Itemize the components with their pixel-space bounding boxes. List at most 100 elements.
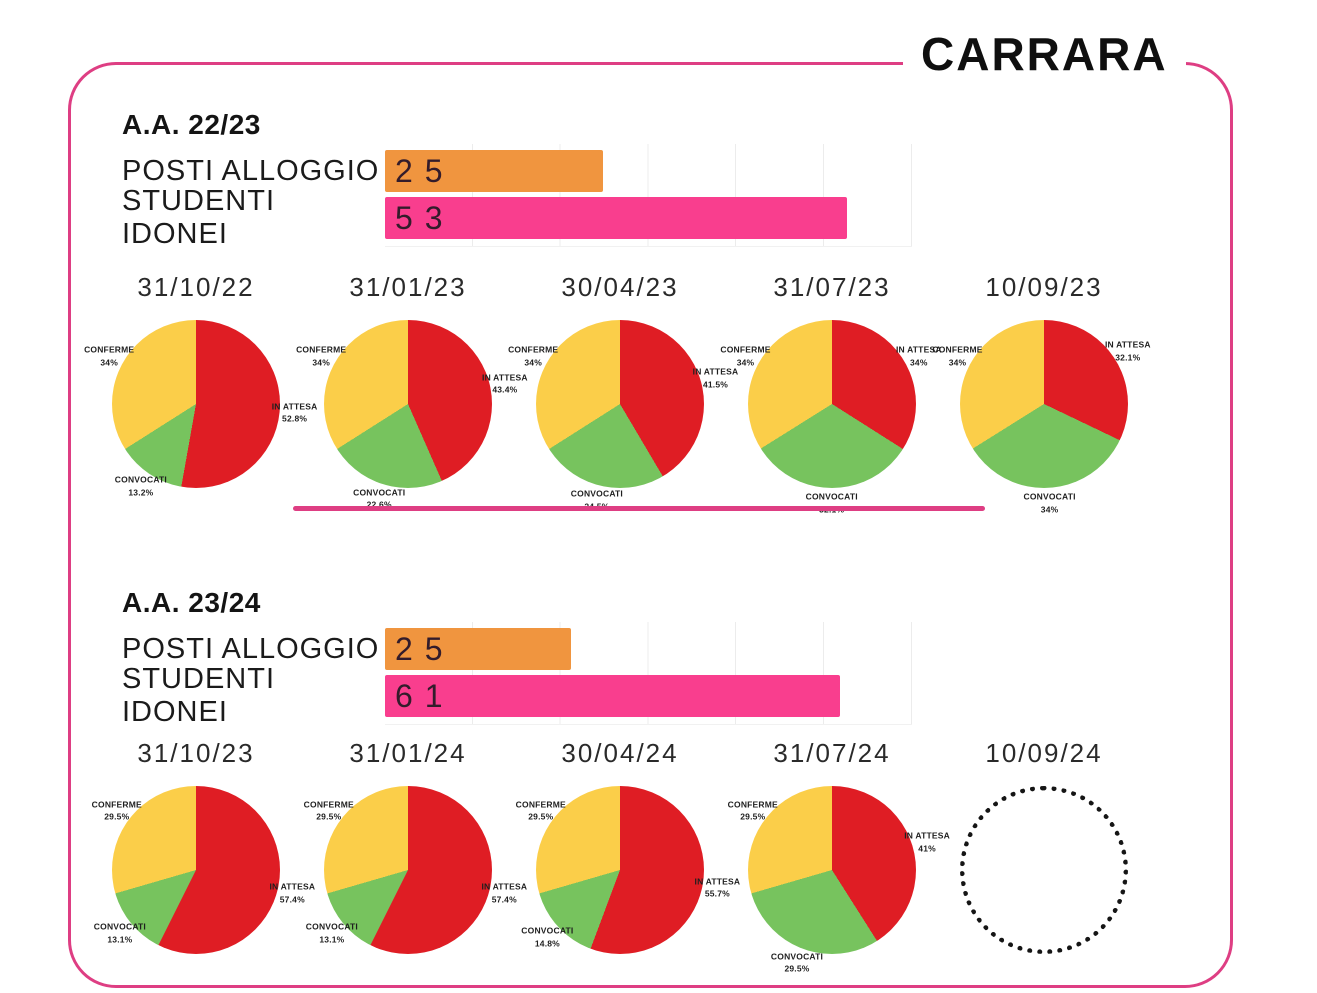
bar-track-posti-alloggio: 25 xyxy=(385,628,912,670)
pie-slice-label-convocati: CONVOCATI 14.8% xyxy=(521,925,573,951)
bar-posti-alloggio: 25 xyxy=(385,628,572,670)
pie-title-31-10-23: 31/10/23 xyxy=(137,738,255,768)
pie-title-10-09-23: 10/09/23 xyxy=(985,272,1103,302)
pie-slice-name: CONFERME xyxy=(296,344,347,355)
empty-pie-placeholder xyxy=(960,786,1128,954)
pie-chart-31-10-22: 31/10/22 IN ATTESA 52.8% CONVOCATI 13.2% CONF… xyxy=(84,272,317,502)
pie-slice-percent: 14.8% xyxy=(534,938,560,949)
pie-title-30-04-23: 30/04/23 xyxy=(561,272,679,302)
pie-slice-name: CONVOCATI xyxy=(93,921,146,932)
pie-area-10-09-23: IN ATTESA 32.1% CONVOCATI 34% CONFERME 34% xyxy=(932,320,1151,514)
pie-slice-name: IN ATTESA xyxy=(694,875,741,886)
pie-slice-name: IN ATTESA xyxy=(895,344,942,355)
pie-slice-label-in-attesa: IN ATTESA 41.5% xyxy=(693,365,739,391)
pie-slice-percent: 29.5% xyxy=(316,811,342,822)
pie-title-30-04-24: 30/04/24 xyxy=(561,738,679,768)
pie-slice-label-convocati: CONVOCATI32.1% xyxy=(806,490,858,516)
pie-slice-name: IN ATTESA xyxy=(481,881,528,892)
bar-value-studenti-idonei: 53 xyxy=(395,199,455,236)
pie-slice-percent: 32.1% xyxy=(1115,352,1141,363)
pie-slice-percent: 34% xyxy=(524,357,542,368)
bar-value-posti-alloggio: 25 xyxy=(395,630,455,667)
pie-slice-name: CONVOCATI xyxy=(114,474,167,485)
pie-31-10-23 xyxy=(112,786,280,954)
pie-area-31-10-23: IN ATTESA 57.4% CONVOCATI 13.1% CONFERME 29.5… xyxy=(90,786,315,968)
pie-slice-label-conferme: CONFERME 34% xyxy=(508,344,558,370)
pie-slice-label-in-attesa: IN ATTESA 52.8% xyxy=(272,400,318,426)
pie-area-31-10-22: IN ATTESA 52.8% CONVOCATI 13.2% CONFERME 34% xyxy=(84,320,317,502)
pie-slice-name: CONFERME xyxy=(720,344,771,355)
pie-slice-percent: 52.8% xyxy=(282,413,308,424)
bar-row-studenti-idonei: STUDENTI IDONEI 61 xyxy=(122,663,914,728)
pie-slice-percent: 34% xyxy=(736,356,755,367)
page-title: CARRARA xyxy=(903,26,1186,82)
card-border xyxy=(68,62,1233,988)
separator-line xyxy=(293,506,985,511)
pie-slice-name: CONFERME xyxy=(515,798,566,809)
pie-slice-label-conferme: CONFERME 29.5% xyxy=(728,798,778,824)
section-aa-2324: A.A. 23/24 POSTI ALLOGGIO 25 STUDENTI IDON… xyxy=(92,586,1222,974)
pie-slice-label-conferme: CONFERME 34% xyxy=(296,344,346,370)
pie-31-01-24 xyxy=(324,786,492,954)
pie-title-31-07-23: 31/07/23 xyxy=(773,272,891,302)
pie-slice-percent: 29.5% xyxy=(740,811,766,822)
pie-slice-label-in-attesa: IN ATTESA 55.7% xyxy=(695,875,741,901)
pie-chart-30-04-24: 30/04/24 IN ATTESA 55.7% CONVOCATI 14.8% CONF… xyxy=(514,738,740,968)
pie-slice-name: IN ATTESA xyxy=(692,366,739,377)
bar-studenti-idonei: 61 xyxy=(385,675,840,717)
pie-slice-percent: 29.5% xyxy=(528,811,554,822)
pie-slice-name: CONFERME xyxy=(84,344,135,355)
pie-slice-label-convocati: CONVOCATI 29.5% xyxy=(771,950,823,976)
bar-label-studenti-idonei: STUDENTI IDONEI xyxy=(122,185,275,250)
bar-label-posti-alloggio: POSTI ALLOGGIO xyxy=(122,632,380,665)
bar-row-posti-alloggio: POSTI ALLOGGIO 25 xyxy=(122,628,914,670)
pie-30-04-23 xyxy=(536,320,704,488)
pie-slice-percent: 34% xyxy=(1040,503,1059,514)
pie-row-2223: 31/10/22 IN ATTESA 52.8% CONVOCATI 13.2% CONF… xyxy=(84,272,1151,514)
bar-row-studenti-idonei: STUDENTI IDONEI 53 xyxy=(122,185,914,250)
pie-slice-name: CONFERME xyxy=(727,798,778,809)
pie-slice-label-conferme: CONFERME 29.5% xyxy=(92,798,142,824)
pie-slice-name: CONFERME xyxy=(91,798,142,809)
pie-slice-label-in-attesa: IN ATTESA 57.4% xyxy=(481,880,527,906)
pie-slice-name: CONFERME xyxy=(508,344,559,355)
pie-10-09-23 xyxy=(960,320,1128,488)
pie-slice-label-in-attesa: IN ATTESA 41% xyxy=(904,830,950,856)
pie-slice-percent: 34% xyxy=(100,357,118,368)
pie-slice-percent: 41% xyxy=(918,843,936,854)
pie-slice-label-convocati: CONVOCATI 13.1% xyxy=(94,921,146,947)
pie-area-30-04-24: IN ATTESA 55.7% CONVOCATI 14.8% CONFERME 29.5… xyxy=(514,786,740,968)
pie-slice-label-conferme: CONFERME 29.5% xyxy=(516,798,566,824)
pie-area-31-01-24: IN ATTESA 57.4% CONVOCATI 13.1% CONFERME 29.5… xyxy=(302,786,527,968)
bar-track-studenti-idonei: 61 xyxy=(385,675,912,717)
pie-slice-name: IN ATTESA xyxy=(271,400,318,411)
pie-slice-label-conferme: CONFERME 34% xyxy=(720,343,770,369)
pie-area-10-09-24 xyxy=(938,786,1150,968)
pie-chart-31-01-24: 31/01/24 IN ATTESA 57.4% CONVOCATI 13.1% CONF… xyxy=(302,738,527,968)
pie-slice-name: CONVOCATI xyxy=(305,921,358,932)
pie-slice-percent: 22.6% xyxy=(366,499,392,510)
pie-title-31-01-23: 31/01/23 xyxy=(349,272,467,302)
pie-row-2324: 31/10/23 IN ATTESA 57.4% CONVOCATI 13.1% CONF… xyxy=(90,738,1150,974)
pie-slice-percent: 13.2% xyxy=(128,487,154,498)
pie-slice-percent: 34% xyxy=(948,356,967,367)
pie-slice-percent: 13.1% xyxy=(319,934,345,945)
pie-chart-10-09-24: 10/09/24 xyxy=(938,738,1150,968)
pie-30-04-24 xyxy=(536,786,704,954)
pie-slice-label-conferme: CONFERME 34% xyxy=(932,343,982,369)
pie-slice-name: CONVOCATI xyxy=(353,486,406,497)
pie-31-07-23 xyxy=(748,320,916,488)
pie-title-10-09-24: 10/09/24 xyxy=(985,738,1103,768)
bar-label-posti-alloggio: POSTI ALLOGGIO xyxy=(122,154,380,187)
pie-slice-label-in-attesa: IN ATTESA 43.4% xyxy=(482,371,528,397)
pie-31-07-24 xyxy=(748,786,916,954)
pie-slice-label-in-attesa: IN ATTESA 34% xyxy=(896,344,942,370)
pie-31-01-23 xyxy=(324,320,492,488)
pie-slice-name: CONVOCATI xyxy=(805,491,858,502)
pie-slice-label-in-attesa: IN ATTESA 32.1% xyxy=(1105,338,1151,364)
bar-track-posti-alloggio: 25 xyxy=(385,150,912,192)
pie-slice-name: CONVOCATI xyxy=(521,925,574,936)
pie-slice-label-convocati: CONVOCATI 22.6% xyxy=(353,486,405,512)
